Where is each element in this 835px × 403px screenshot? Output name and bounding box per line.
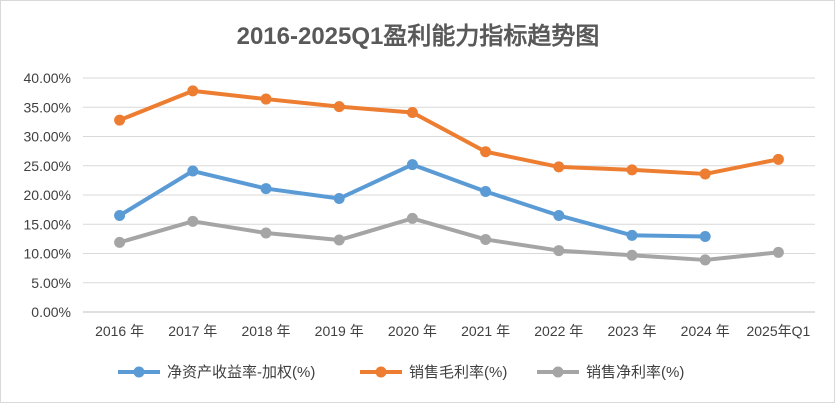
legend: 净资产收益率-加权(%) 销售毛利率(%) 销售净利率(%) [118, 364, 684, 381]
y-tick-label: 30.00% [24, 129, 71, 145]
series-2 [114, 85, 784, 180]
legend-marker [133, 366, 145, 378]
data-point [114, 236, 126, 248]
data-point [114, 114, 126, 126]
data-point [187, 165, 199, 177]
legend-label: 销售净利率(%) [586, 364, 684, 381]
x-tick-label: 2019 年 [315, 323, 364, 339]
x-tick-label: 2018 年 [241, 323, 290, 339]
y-tick-label: 20.00% [24, 187, 71, 203]
series-layer [114, 85, 784, 266]
data-point [406, 107, 418, 119]
data-point [114, 209, 126, 221]
x-tick-label: 2024 年 [681, 323, 730, 339]
legend-label: 销售毛利率(%) [409, 364, 507, 381]
data-point [187, 85, 199, 97]
data-point [480, 185, 492, 197]
legend-item: 销售净利率(%) [537, 364, 684, 381]
x-axis: 2016 年 2017 年 2018 年 2019 年 2020 年 2021 年 2022… [95, 323, 810, 339]
data-point [553, 245, 565, 257]
y-tick-label: 0.00% [31, 304, 71, 320]
data-point [553, 209, 565, 221]
series-line [117, 216, 781, 262]
x-tick-label: 2022 年 [534, 323, 583, 339]
data-point [772, 153, 784, 165]
legend-item: 净资产收益率-加权(%) [118, 364, 315, 381]
gridlines [83, 77, 815, 313]
data-point [187, 215, 199, 227]
x-tick-label: 2025年Q1 [746, 323, 810, 339]
data-point [260, 93, 272, 105]
legend-item: 销售毛利率(%) [360, 364, 507, 381]
data-point [772, 246, 784, 258]
x-tick-label: 2017 年 [168, 323, 217, 339]
series-3 [114, 212, 784, 266]
legend-label: 净资产收益率-加权(%) [167, 364, 315, 381]
series-1 [114, 159, 711, 243]
data-point [480, 146, 492, 158]
data-point [626, 249, 638, 261]
chart-title: 2016-2025Q1盈利能力指标趋势图 [237, 22, 600, 50]
data-point [406, 212, 418, 224]
data-point [260, 227, 272, 239]
y-tick-label: 35.00% [24, 99, 71, 115]
y-tick-label: 25.00% [24, 158, 71, 174]
x-tick-label: 2016 年 [95, 323, 144, 339]
x-tick-label: 2021 年 [461, 323, 510, 339]
data-point [699, 254, 711, 266]
data-point [699, 231, 711, 243]
data-point [333, 234, 345, 246]
data-point [333, 101, 345, 113]
x-tick-label: 2023 年 [607, 323, 656, 339]
y-tick-label: 15.00% [24, 216, 71, 232]
data-point [699, 168, 711, 180]
series-line [117, 88, 781, 176]
data-point [260, 183, 272, 195]
y-tick-label: 40.00% [24, 70, 71, 86]
y-tick-label: 10.00% [24, 246, 71, 262]
x-tick-label: 2020 年 [388, 323, 437, 339]
series-line [117, 162, 708, 239]
data-point [406, 159, 418, 171]
data-point [626, 164, 638, 176]
data-point [553, 161, 565, 173]
y-axis: 0.00% 5.00% 10.00% 15.00% 20.00% 25.00% 30.00%… [24, 70, 71, 320]
data-point [626, 229, 638, 241]
data-point [333, 193, 345, 205]
data-point [480, 233, 492, 245]
legend-marker [375, 366, 387, 378]
y-tick-label: 5.00% [31, 275, 71, 291]
legend-marker [552, 366, 564, 378]
